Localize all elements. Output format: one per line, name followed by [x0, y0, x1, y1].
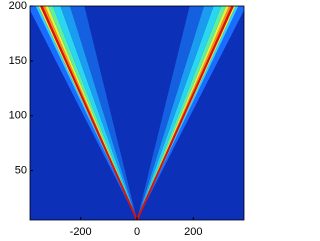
x-tick-label: 200 [184, 226, 202, 238]
intensity-band [47, 6, 137, 220]
y-tick-label: 150 [9, 55, 27, 67]
intensity-band [30, 6, 137, 220]
intensity-band [45, 6, 137, 220]
y-tick-label: 200 [9, 0, 27, 12]
intensity-band [137, 6, 239, 220]
intensity-band [35, 6, 137, 220]
ridge-line [40, 6, 138, 220]
field [30, 6, 244, 220]
intensity-band [137, 6, 244, 220]
intensity-band [60, 6, 138, 220]
x-tick-label: -200 [70, 226, 92, 238]
y-tick-label: 100 [9, 110, 27, 122]
intensity-band [137, 6, 205, 220]
intensity-band [137, 6, 222, 220]
intensity-band [137, 6, 227, 220]
intensity-band [69, 6, 137, 220]
intensity-band [52, 6, 137, 220]
intensity-band [137, 6, 214, 220]
y-tick-label: 50 [15, 165, 27, 177]
ridge-line [136, 6, 234, 220]
chart: -200 0 200 50 100 150 200 [9, 0, 245, 238]
x-tick-label: 0 [134, 226, 140, 238]
